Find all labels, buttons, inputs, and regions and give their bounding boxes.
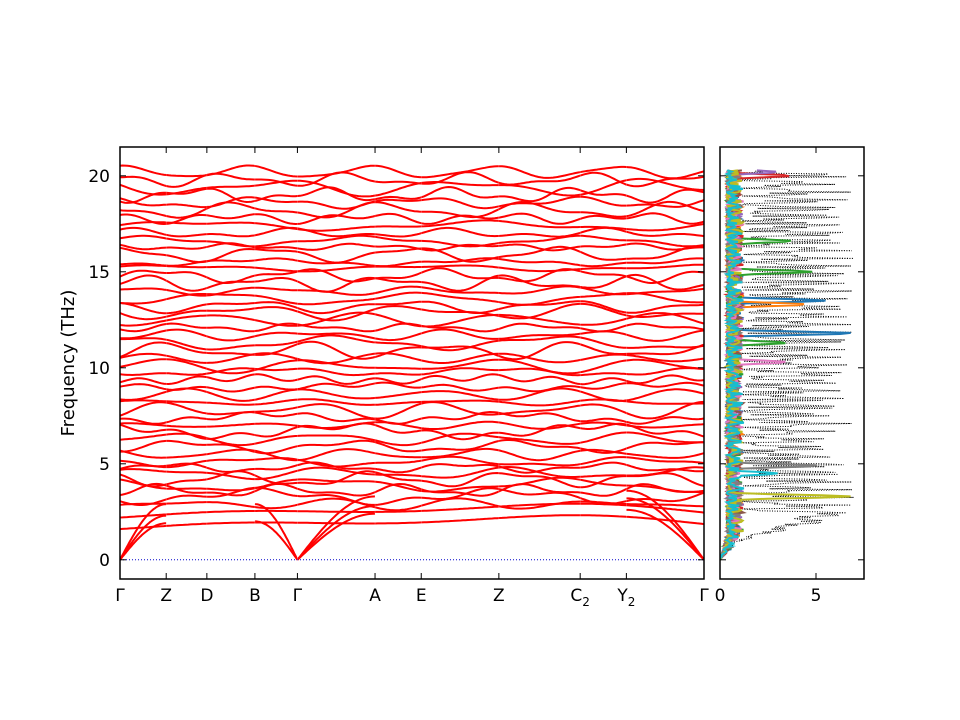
band-line <box>120 212 704 226</box>
band-line <box>120 352 704 365</box>
acoustic-band-line <box>626 497 704 561</box>
y-tick-label: 15 <box>88 263 110 283</box>
acoustic-band-line <box>120 514 167 561</box>
pdos-series-line <box>720 169 778 561</box>
band-line <box>120 497 704 512</box>
band-line <box>120 185 704 204</box>
acoustic-band-line <box>254 503 299 561</box>
band-line <box>120 400 704 420</box>
acoustic-band-line <box>296 495 376 561</box>
band-line <box>120 461 704 474</box>
dos-plot-frame <box>719 146 865 580</box>
band-line <box>120 257 704 268</box>
band-line <box>120 164 704 180</box>
acoustic-band-line <box>120 522 167 561</box>
dos-x-tick-label: 5 <box>811 586 822 606</box>
kpoint-label: D <box>200 586 213 606</box>
kpoint-label: Γ <box>699 586 709 606</box>
y-tick-label: 20 <box>88 167 110 187</box>
band-line <box>120 340 704 361</box>
band-line <box>120 195 704 210</box>
band-line <box>120 267 704 284</box>
acoustic-band-line <box>296 505 376 561</box>
y-tick-label: 5 <box>99 455 110 475</box>
band-line <box>120 311 704 328</box>
total-dos-line <box>720 170 854 561</box>
kpoint-label: B <box>249 586 261 606</box>
kpoint-label: Z <box>493 586 505 606</box>
acoustic-band-line <box>254 520 299 561</box>
band-line <box>120 263 704 273</box>
band-line <box>120 466 704 481</box>
band-line <box>120 431 704 447</box>
band-line <box>120 177 704 198</box>
band-line <box>120 410 704 425</box>
band-line <box>120 302 704 322</box>
band-line <box>120 219 704 232</box>
band-line <box>120 334 704 352</box>
y-tick-label: 10 <box>88 359 110 379</box>
band-line <box>120 234 704 248</box>
band-line <box>120 373 704 386</box>
band-line <box>120 381 704 393</box>
band-line <box>120 470 704 489</box>
acoustic-band-line <box>120 503 167 561</box>
band-line <box>120 358 704 375</box>
band-line <box>120 422 704 441</box>
kpoint-label: Γ <box>293 586 303 606</box>
y-tick-label: 0 <box>99 551 110 571</box>
band-line <box>120 273 704 293</box>
band-line <box>120 285 704 297</box>
band-line <box>120 387 704 402</box>
band-line <box>120 245 704 264</box>
dos-x-tick-label: 0 <box>715 586 726 606</box>
acoustic-band-line <box>296 512 376 561</box>
band-line <box>120 482 704 497</box>
band-line <box>120 447 704 462</box>
acoustic-band-line <box>626 489 704 561</box>
kpoint-label: Γ <box>115 586 125 606</box>
band-line <box>120 455 704 469</box>
kpoint-label: A <box>369 586 381 606</box>
kpoint-label: Z <box>160 586 172 606</box>
acoustic-band-line <box>626 508 704 561</box>
band-line <box>120 300 704 315</box>
y-axis-label: Frequency (THz) <box>58 290 79 437</box>
band-line <box>120 476 704 493</box>
kpoint-label: E <box>416 586 427 606</box>
band-line <box>120 486 704 506</box>
band-line <box>120 420 704 430</box>
band-line <box>120 242 704 252</box>
band-plot-frame <box>119 146 705 580</box>
band-line <box>120 439 704 455</box>
band-line <box>120 514 704 531</box>
